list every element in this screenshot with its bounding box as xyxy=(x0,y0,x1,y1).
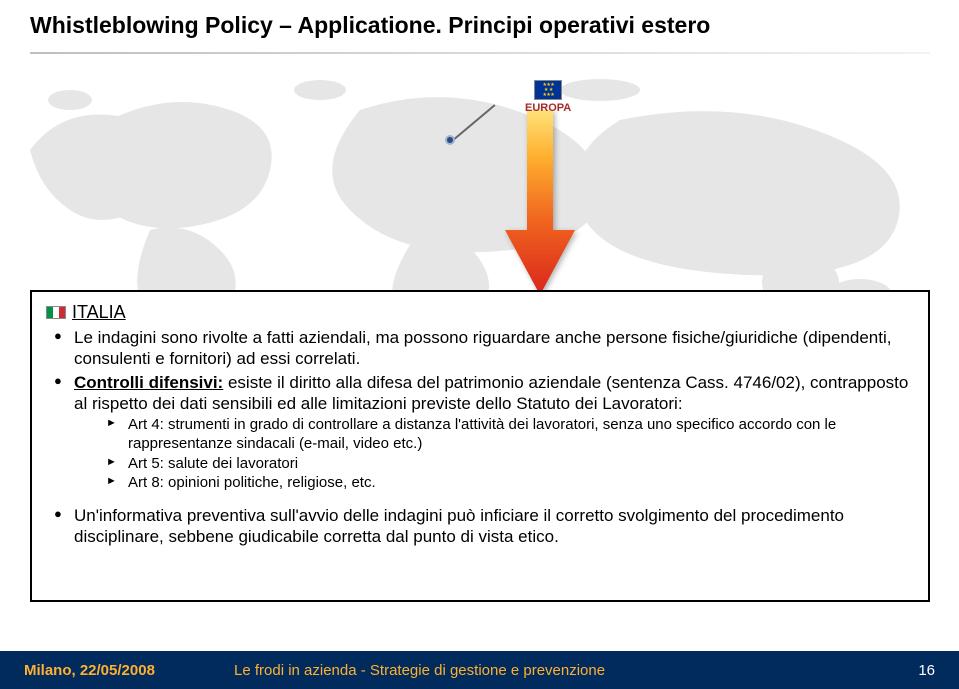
title-underline xyxy=(30,52,930,54)
bullet-item: Un'informativa preventiva sull'avvio del… xyxy=(52,505,914,548)
map-marker-dot xyxy=(445,135,455,145)
slide-title: Whistleblowing Policy – Applicatione. Pr… xyxy=(30,12,710,39)
italia-label: ITALIA xyxy=(72,302,126,323)
sub-bullet-item: Art 5: salute dei lavoratori xyxy=(106,455,914,474)
eu-flag-icon: ★ ★ ★★ ★★ ★ ★ xyxy=(534,80,562,100)
sub-bullet-item: Art 4: strumenti in grado di controllare… xyxy=(106,416,914,454)
world-map-background xyxy=(0,60,959,320)
sub-bullet-item: Art 8: opinioni politiche, religiose, et… xyxy=(106,474,914,493)
footer-bar: Milano, 22/05/2008 Le frodi in azienda -… xyxy=(0,651,959,689)
content-box: ITALIA Le indagini sono rivolte a fatti … xyxy=(30,290,930,602)
footer-title: Le frodi in azienda - Strategie di gesti… xyxy=(234,662,885,679)
bullet-label-bold: Controlli difensivi: xyxy=(74,373,223,392)
bullet-item: Le indagini sono rivolte a fatti azienda… xyxy=(52,327,914,370)
footer-date: Milano, 22/05/2008 xyxy=(24,662,234,679)
italy-flag-icon xyxy=(46,306,66,319)
footer-page-number: 16 xyxy=(885,662,935,679)
europa-flag: ★ ★ ★★ ★★ ★ ★ EUROPA xyxy=(525,80,571,114)
italia-header: ITALIA xyxy=(46,302,914,323)
bullet-list: Le indagini sono rivolte a fatti azienda… xyxy=(52,327,914,548)
europa-label: EUROPA xyxy=(525,102,571,114)
sub-bullet-list: Art 4: strumenti in grado di controllare… xyxy=(106,416,914,493)
bullet-item: Controlli difensivi: esiste il diritto a… xyxy=(52,372,914,494)
arrow-down-icon xyxy=(505,110,575,305)
